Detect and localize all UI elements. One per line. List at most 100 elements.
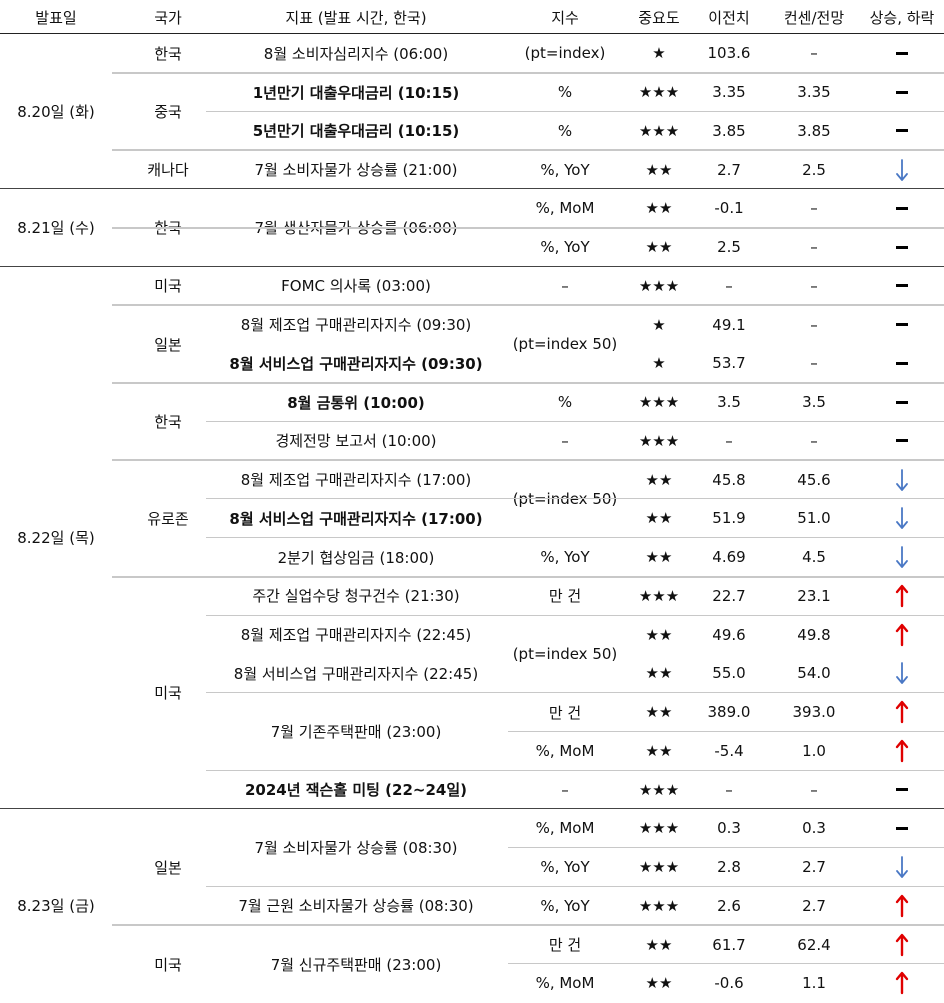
importance-stars: ★ bbox=[652, 315, 666, 334]
indicator-divider bbox=[206, 769, 944, 771]
previous-value: 103.6 bbox=[707, 44, 751, 63]
importance-stars: ★★ bbox=[645, 470, 673, 489]
flat-dash-icon bbox=[896, 284, 908, 288]
unit-cell: – bbox=[561, 431, 569, 450]
flat-dash-icon bbox=[896, 400, 908, 404]
header-unit: 지수 bbox=[551, 8, 579, 27]
flat-dash-icon bbox=[896, 245, 908, 249]
direction-cell bbox=[860, 770, 944, 809]
indicator-cell: 주간 실업수당 청구건수 (21:30) bbox=[252, 587, 460, 606]
previous-value: 3.5 bbox=[717, 393, 741, 412]
consensus-value: – bbox=[810, 354, 818, 373]
direction-cell bbox=[860, 809, 944, 848]
arrow-down-icon bbox=[896, 507, 908, 530]
date-divider bbox=[0, 188, 944, 190]
direction-cell bbox=[860, 150, 944, 189]
unit-cell: – bbox=[561, 276, 569, 295]
previous-value: 53.7 bbox=[712, 354, 746, 373]
importance-stars: ★ bbox=[652, 354, 666, 373]
direction-cell bbox=[860, 460, 944, 499]
date-cell: 8.20일 (화) bbox=[17, 103, 95, 121]
previous-value: 0.3 bbox=[717, 819, 741, 838]
flat-dash-icon bbox=[896, 90, 908, 94]
previous-value: 2.5 bbox=[717, 238, 741, 257]
unit-cell: %, YoY bbox=[540, 858, 590, 877]
importance-stars: ★★★ bbox=[638, 780, 680, 799]
importance-stars: ★★★ bbox=[638, 586, 680, 605]
importance-stars: ★★★ bbox=[638, 431, 680, 450]
importance-stars: ★★ bbox=[645, 509, 673, 528]
unit-cell: 만 건 bbox=[548, 936, 582, 955]
header-previous: 이전치 bbox=[708, 8, 750, 27]
importance-stars: ★★ bbox=[645, 974, 673, 993]
direction-cell bbox=[860, 34, 944, 73]
consensus-value: 51.0 bbox=[797, 509, 831, 528]
direction-cell bbox=[860, 499, 944, 538]
indicator-divider bbox=[206, 498, 944, 500]
consensus-value: 45.6 bbox=[797, 470, 831, 489]
unit-cell: %, YoY bbox=[540, 238, 590, 257]
previous-value: 49.6 bbox=[712, 625, 746, 644]
unit-divider bbox=[508, 847, 944, 849]
country-cell: 한국 bbox=[154, 413, 182, 431]
country-cell: 중국 bbox=[154, 103, 182, 121]
unit-cell: (pt=index 50) bbox=[512, 645, 618, 663]
country-divider bbox=[112, 381, 944, 384]
previous-value: 45.8 bbox=[712, 470, 746, 489]
direction-cell bbox=[860, 887, 944, 926]
direction-cell bbox=[860, 383, 944, 422]
date-cell: 8.22일 (목) bbox=[17, 529, 95, 548]
unit-cell: (pt=index) bbox=[524, 44, 606, 63]
country-cell: 일본 bbox=[154, 858, 182, 877]
indicator-divider bbox=[206, 692, 944, 694]
direction-cell bbox=[860, 228, 944, 267]
consensus-value: 1.1 bbox=[802, 974, 826, 993]
consensus-value: 2.7 bbox=[802, 858, 826, 877]
direction-cell bbox=[860, 305, 944, 344]
arrow-up-icon bbox=[895, 623, 909, 646]
country-divider bbox=[112, 71, 944, 74]
consensus-value: – bbox=[810, 276, 818, 295]
direction-cell bbox=[860, 538, 944, 577]
country-cell: 미국 bbox=[154, 955, 182, 974]
header-consensus: 컨센/전망 bbox=[783, 8, 845, 27]
unit-cell: %, MoM bbox=[535, 974, 595, 993]
indicator-cell: 8월 서비스업 구매관리자지수 (22:45) bbox=[233, 664, 479, 683]
arrow-up-icon bbox=[895, 933, 909, 956]
consensus-value: 3.85 bbox=[797, 121, 831, 140]
indicator-cell: 7월 소비자물가 상승률 (21:00) bbox=[254, 161, 458, 180]
previous-value: 3.35 bbox=[712, 83, 746, 102]
indicator-cell: 2024년 잭슨홀 미팅 (22~24일) bbox=[244, 781, 468, 800]
indicator-cell: 경제전망 보고서 (10:00) bbox=[275, 432, 437, 451]
indicator-cell: 8월 서비스업 구매관리자지수 (17:00) bbox=[229, 509, 483, 528]
arrow-up-icon bbox=[895, 972, 909, 995]
consensus-value: 54.0 bbox=[797, 664, 831, 683]
previous-value: 4.69 bbox=[712, 548, 746, 567]
previous-value: 51.9 bbox=[712, 509, 746, 528]
consensus-value: 3.35 bbox=[797, 83, 831, 102]
header-direction: 상승, 하락 bbox=[869, 8, 935, 27]
consensus-value: 62.4 bbox=[797, 935, 831, 954]
previous-value: 61.7 bbox=[712, 935, 746, 954]
importance-stars: ★★ bbox=[645, 238, 673, 257]
consensus-value: 4.5 bbox=[802, 548, 826, 567]
importance-stars: ★★★ bbox=[638, 276, 680, 295]
consensus-value: 23.1 bbox=[797, 586, 831, 605]
direction-cell bbox=[860, 344, 944, 383]
unit-cell: 만 건 bbox=[548, 703, 582, 722]
importance-stars: ★★★ bbox=[638, 896, 680, 915]
unit-divider bbox=[508, 227, 944, 229]
consensus-value: – bbox=[810, 44, 818, 63]
consensus-value: – bbox=[810, 238, 818, 257]
direction-cell bbox=[860, 964, 944, 1003]
consensus-value: 1.0 bbox=[802, 741, 826, 760]
importance-stars: ★ bbox=[652, 44, 666, 63]
flat-dash-icon bbox=[896, 206, 908, 210]
importance-stars: ★★ bbox=[645, 199, 673, 218]
direction-cell bbox=[860, 693, 944, 732]
arrow-down-icon bbox=[896, 158, 908, 181]
unit-cell: %, YoY bbox=[540, 896, 590, 915]
country-divider bbox=[112, 304, 944, 307]
indicator-divider bbox=[206, 537, 944, 539]
